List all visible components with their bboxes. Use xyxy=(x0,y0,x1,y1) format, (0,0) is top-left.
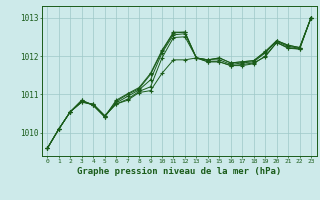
X-axis label: Graphe pression niveau de la mer (hPa): Graphe pression niveau de la mer (hPa) xyxy=(77,167,281,176)
